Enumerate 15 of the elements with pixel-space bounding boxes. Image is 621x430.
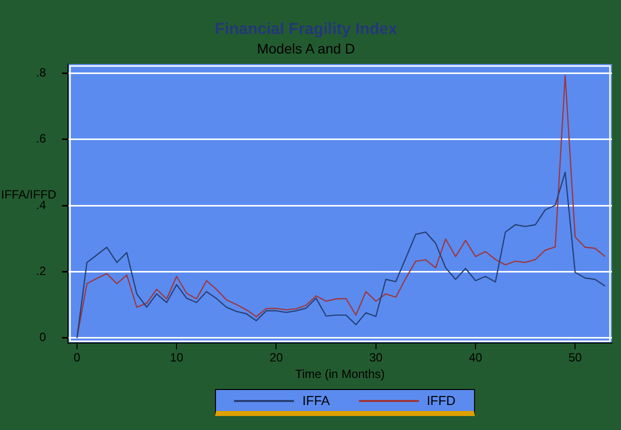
x-tick-label: 30 [369,350,383,365]
y-tick-label: .2 [36,264,46,278]
y-tick-label: 0 [39,330,46,344]
chart-subtitle: Models A and D [256,40,356,56]
legend-label: IFFA [302,393,330,408]
y-tick-label: .8 [36,66,46,80]
x-axis-title: Time (in Months) [295,367,385,382]
chart-title: Financial Fragility Index [214,21,398,38]
x-tick-label: 40 [468,350,482,365]
x-tick-label: 0 [74,350,81,365]
x-tick-label: 10 [170,350,184,365]
x-tick-label: 20 [270,350,284,365]
y-tick-label: .6 [36,132,46,146]
legend-label: IFFD [426,393,456,408]
x-tick-label: 50 [568,350,582,365]
